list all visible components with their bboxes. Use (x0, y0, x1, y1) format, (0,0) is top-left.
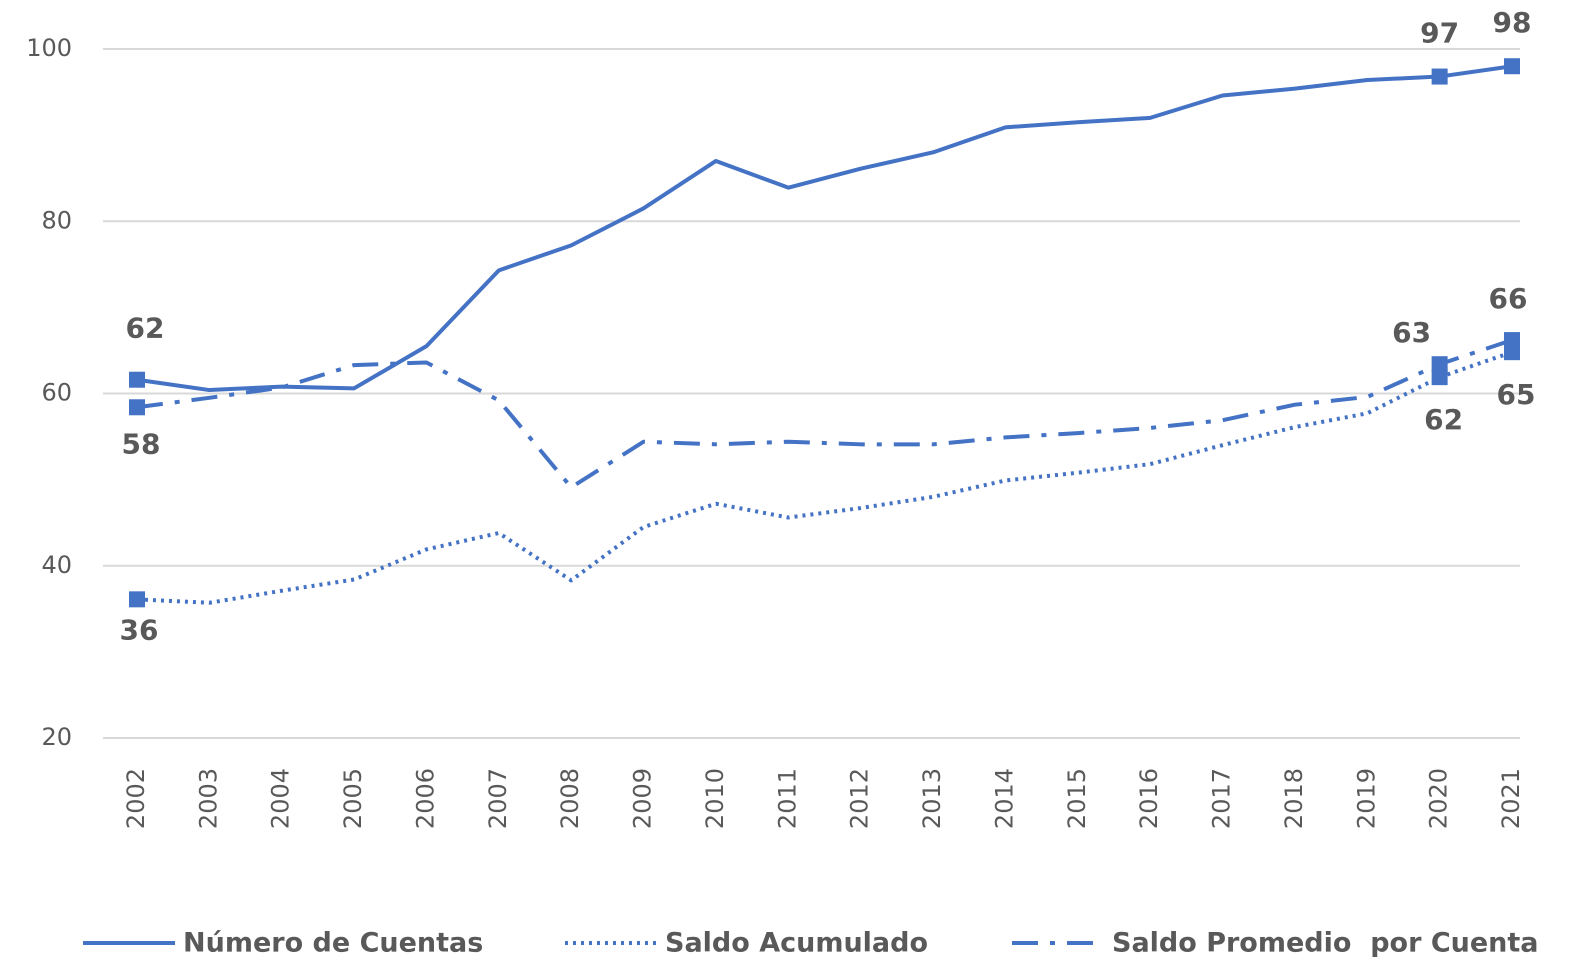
y-tick-label: 40 (41, 551, 72, 579)
point-marker (129, 591, 145, 608)
y-tick-label: 80 (41, 206, 72, 234)
data-label: 62 (1424, 403, 1463, 436)
series-line (136, 338, 1513, 490)
x-tick-label: 2008 (556, 768, 584, 829)
point-marker (1504, 344, 1520, 361)
x-tick-label: 2017 (1208, 768, 1236, 829)
y-tick-label: 60 (41, 379, 72, 407)
data-label: 58 (122, 427, 161, 460)
point-marker (1431, 356, 1448, 373)
y-tick-label: 100 (26, 34, 72, 62)
legend-label: Número de Cuentas (183, 928, 483, 959)
x-tick-label: 2020 (1425, 768, 1453, 829)
x-tick-label: 2009 (629, 768, 657, 829)
data-label: 63 (1392, 316, 1431, 349)
data-label: 65 (1497, 378, 1536, 411)
x-tick-label: 2021 (1497, 768, 1525, 829)
x-tick-label: 2013 (918, 768, 946, 829)
x-tick-label: 2018 (1280, 768, 1308, 829)
point-marker (1431, 369, 1448, 386)
data-label: 36 (120, 613, 159, 646)
point-marker (1431, 68, 1448, 85)
point-marker (1504, 58, 1520, 75)
series-line (136, 64, 1513, 393)
x-tick-label: 2003 (194, 768, 222, 829)
point-marker (129, 399, 145, 416)
y-tick-label: 20 (41, 723, 72, 751)
x-tick-label: 2002 (122, 768, 150, 829)
legend-label: Saldo Promedio por Cuenta (1112, 928, 1539, 959)
data-label: 97 (1420, 17, 1459, 50)
legend-label: Saldo Acumulado (665, 928, 928, 959)
x-tick-label: 2010 (701, 768, 729, 829)
x-tick-label: 2005 (339, 768, 367, 829)
data-label: 98 (1493, 6, 1532, 39)
point-marker (1504, 332, 1520, 349)
x-tick-label: 2015 (1063, 768, 1091, 829)
x-tick-label: 2016 (1135, 768, 1163, 829)
data-label: 66 (1489, 282, 1528, 315)
series-line (136, 350, 1513, 605)
x-tick-label: 2012 (846, 768, 874, 829)
x-tick-label: 2006 (411, 768, 439, 829)
data-label: 62 (126, 312, 165, 345)
x-tick-label: 2011 (773, 768, 801, 829)
point-marker (129, 371, 145, 388)
x-tick-label: 2004 (267, 768, 295, 829)
x-tick-label: 2019 (1352, 768, 1380, 829)
x-tick-label: 2014 (990, 768, 1018, 829)
x-tick-label: 2007 (484, 768, 512, 829)
